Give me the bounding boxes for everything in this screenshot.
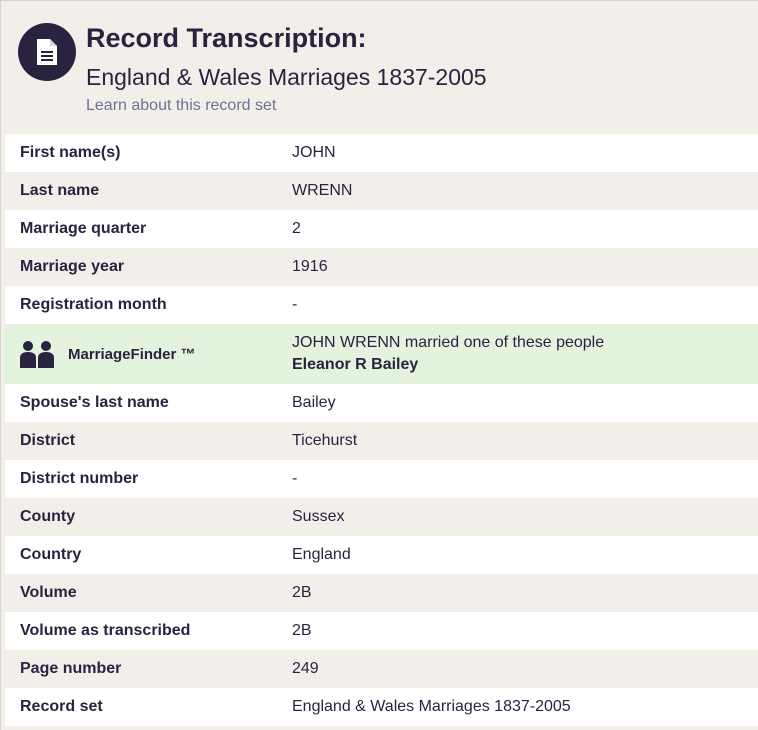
table-row: Record set England & Wales Marriages 183…	[5, 688, 758, 726]
field-label: Volume	[20, 584, 77, 601]
table-row: Volume 2B	[5, 574, 758, 612]
field-label: First name(s)	[20, 144, 121, 161]
field-value: 2	[292, 220, 301, 237]
field-label: Registration month	[20, 296, 167, 313]
table-row: Marriage quarter 2	[5, 210, 758, 248]
people-icon	[20, 340, 54, 368]
page-title: Record Transcription:	[86, 23, 367, 53]
record-details-table: First name(s) JOHN Last name WRENN Marri…	[5, 134, 758, 726]
field-value: Sussex	[292, 508, 345, 525]
field-label: District	[20, 432, 76, 449]
field-value: England	[292, 546, 351, 563]
field-label: Marriage year	[20, 258, 125, 275]
table-row: Last name WRENN	[5, 172, 758, 210]
table-row: District number -	[5, 460, 758, 498]
marriage-finder-label: MarriageFinder ™	[5, 340, 292, 368]
table-row: Country England	[5, 536, 758, 574]
field-value: 1916	[292, 258, 328, 275]
learn-about-record-set-link[interactable]: Learn about this record set	[86, 97, 277, 114]
table-row: Spouse's last name Bailey	[5, 384, 758, 422]
field-label: Country	[20, 546, 82, 563]
table-row: Volume as transcribed 2B	[5, 612, 758, 650]
table-row: Marriage year 1916	[5, 248, 758, 286]
field-value: 2B	[292, 584, 312, 601]
field-value: JOHN	[292, 144, 336, 161]
field-value: Ticehurst	[292, 432, 358, 449]
field-label: County	[20, 508, 76, 525]
marriage-finder-content: JOHN WRENN married one of these people E…	[292, 332, 604, 376]
table-row: Registration month -	[5, 286, 758, 324]
field-value: -	[292, 470, 298, 487]
table-row: County Sussex	[5, 498, 758, 536]
field-value: WRENN	[292, 182, 353, 199]
marriage-finder-text: JOHN WRENN married one of these people	[292, 334, 605, 351]
field-label: Spouse's last name	[20, 394, 169, 411]
spouse-link[interactable]: Eleanor R Bailey	[292, 356, 419, 373]
record-header: Record Transcription: England & Wales Ma…	[1, 1, 758, 134]
table-row: District Ticehurst	[5, 422, 758, 460]
marriage-finder-row: MarriageFinder ™ JOHN WRENN married one …	[5, 324, 758, 384]
field-label: Volume as transcribed	[20, 622, 191, 639]
field-value: 249	[292, 660, 319, 677]
field-value: England & Wales Marriages 1837-2005	[292, 698, 571, 715]
field-value: -	[292, 296, 298, 313]
marriage-finder-title: MarriageFinder ™	[68, 345, 196, 363]
field-label: Record set	[20, 698, 103, 715]
document-icon	[18, 23, 76, 81]
field-label: District number	[20, 470, 139, 487]
table-row: First name(s) JOHN	[5, 134, 758, 172]
record-set-title: England & Wales Marriages 1837-2005	[86, 64, 487, 90]
field-label: Last name	[20, 182, 100, 199]
field-value: Bailey	[292, 394, 336, 411]
field-label: Page number	[20, 660, 122, 677]
field-value: 2B	[292, 622, 312, 639]
table-row: Page number 249	[5, 650, 758, 688]
field-label: Marriage quarter	[20, 220, 147, 237]
